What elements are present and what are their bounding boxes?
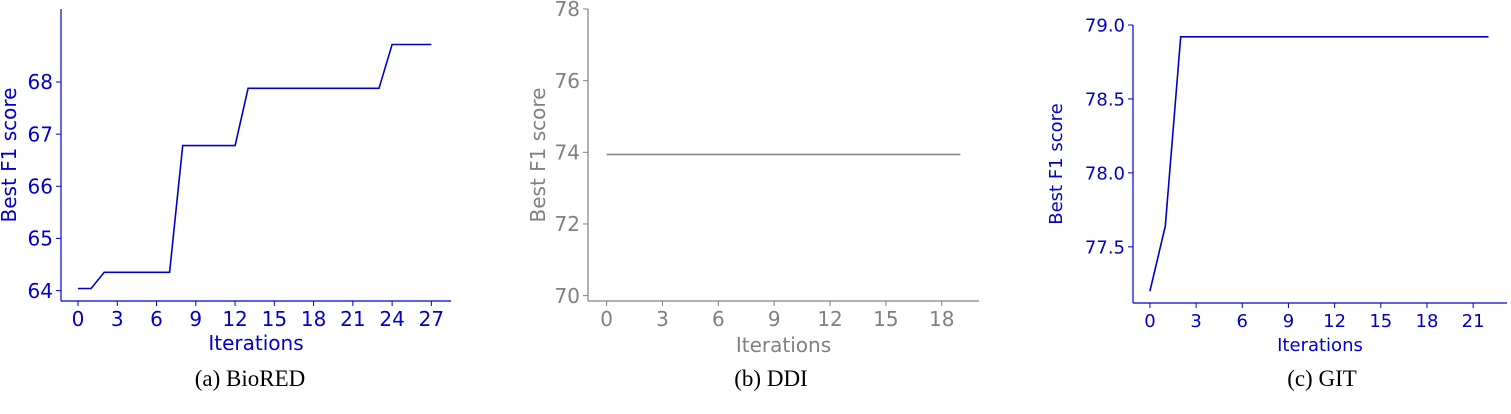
- x-tick-label: 15: [1369, 311, 1392, 332]
- x-tick-label: 3: [111, 307, 124, 331]
- y-tick-label: 72: [555, 212, 580, 236]
- y-axis-label: Best F1 score: [0, 88, 21, 223]
- caption-git: (c) GIT: [1287, 366, 1357, 391]
- y-tick-label: 65: [28, 227, 53, 251]
- x-tick-label: 15: [262, 307, 287, 331]
- y-tick-label: 68: [28, 70, 53, 94]
- x-tick-label: 12: [817, 307, 842, 331]
- y-tick-label: 78: [555, 0, 580, 21]
- x-tick-label: 12: [1323, 311, 1346, 332]
- y-tick-label: 78.5: [1085, 89, 1125, 110]
- series-line: [1149, 35, 1489, 292]
- x-tick-label: 9: [1283, 311, 1294, 332]
- x-axis-label: Iterations: [736, 333, 831, 357]
- x-tick-label: 0: [72, 307, 85, 331]
- chart-panel-1: 0 3 6 9 12 15 18 70 72 74 76 78 Iterations Best F1 sc…: [526, 0, 979, 357]
- x-tick-label: 21: [340, 307, 365, 331]
- y-tick-label: 79.0: [1085, 15, 1125, 36]
- chart-panel-2: 0 3 6 9 12 15 18 21 77.5 78.0 78.5 79.0 Iterations Be…: [1046, 15, 1507, 356]
- x-tick-label: 9: [189, 307, 202, 331]
- x-tick-label: 18: [929, 307, 954, 331]
- y-axis-label: Best F1 score: [1046, 103, 1067, 224]
- y-tick-label: 76: [555, 69, 580, 93]
- x-tick-label: 12: [222, 307, 247, 331]
- caption-ddi: (b) DDI: [734, 366, 808, 391]
- y-tick-label: 67: [28, 122, 53, 146]
- x-tick-label: 21: [1462, 311, 1485, 332]
- caption-biored: (a) BioRED: [194, 366, 306, 391]
- chart-panel-0: 0 3 6 9 12 15 18 21 24 27 64 65 66 67 68 Iterations Best…: [0, 9, 451, 355]
- x-tick-label: 0: [1144, 311, 1155, 332]
- x-tick-label: 0: [600, 307, 613, 331]
- x-tick-label: 18: [1416, 311, 1439, 332]
- y-tick-label: 77.5: [1085, 237, 1125, 258]
- x-tick-label: 27: [419, 307, 444, 331]
- x-tick-label: 15: [873, 307, 898, 331]
- y-tick-label: 64: [28, 279, 53, 303]
- x-tick-label: 18: [301, 307, 326, 331]
- y-tick-label: 66: [28, 174, 53, 198]
- x-tick-label: 24: [379, 307, 404, 331]
- x-tick-label: 6: [150, 307, 163, 331]
- x-tick-label: 6: [712, 307, 725, 331]
- x-axis-label: Iterations: [208, 331, 303, 355]
- x-tick-label: 3: [1190, 311, 1201, 332]
- series-line: [78, 43, 432, 290]
- x-tick-label: 3: [656, 307, 669, 331]
- x-tick-label: 6: [1237, 311, 1248, 332]
- y-tick-label: 78.0: [1085, 163, 1125, 184]
- x-axis-label: Iterations: [1277, 335, 1363, 356]
- y-axis-label: Best F1 score: [526, 88, 550, 223]
- y-tick-label: 74: [555, 141, 580, 165]
- x-tick-label: 9: [768, 307, 781, 331]
- y-tick-label: 70: [555, 284, 580, 308]
